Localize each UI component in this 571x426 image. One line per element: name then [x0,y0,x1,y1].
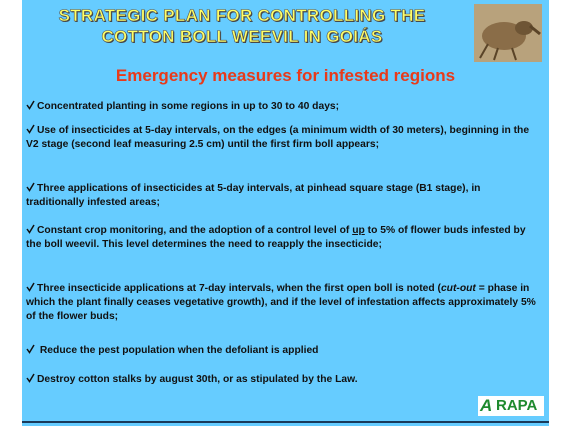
check-icon [26,100,35,110]
weevil-image [474,4,542,62]
logo: A RAPA [478,396,544,416]
bullet-text: Use of insecticides at 5-day intervals, … [26,125,529,150]
bullet-text: Reduce the pest population when the defo… [37,345,318,356]
logo-mark: A [480,396,492,416]
bullet: Destroy cotton stalks by august 30th, or… [26,373,538,387]
slide: STRATEGIC PLAN FOR CONTROLLING THE COTTO… [22,0,549,426]
bullet: Three insecticide applications at 7-day … [26,282,538,324]
bullet: Three applications of insecticides at 5-… [26,182,538,210]
check-icon [26,124,35,134]
check-icon [26,373,35,383]
title-line: STRATEGIC PLAN FOR CONTROLLING THE [22,6,462,26]
check-icon [26,282,35,292]
subtitle: Emergency measures for infested regions [22,66,549,86]
bullet: Reduce the pest population when the defo… [26,344,538,358]
logo-text: RAPA [496,397,537,414]
page: {"header": {"title_lines": ["STRATEGIC P… [0,0,571,426]
bullet: Use of insecticides at 5-day intervals, … [26,124,538,152]
bullet: Constant crop monitoring, and the adopti… [26,224,538,252]
bullet-text: Concentrated planting in some regions in… [37,101,339,112]
bullet-text: Three insecticide applications at 7-day … [37,283,441,294]
bullet-text: up [352,225,365,236]
bullet-text: Three applications of insecticides at 5-… [26,183,480,208]
bullet-text: cut-out [441,283,476,294]
check-icon [26,182,35,192]
bullet-text: Destroy cotton stalks by august 30th, or… [37,374,358,385]
bullet: Concentrated planting in some regions in… [26,100,538,114]
title-line: COTTON BOLL WEEVIL IN GOIÁS [22,27,462,47]
check-icon [26,224,35,234]
bullet-text: Constant crop monitoring, and the adopti… [37,225,352,236]
check-icon [26,344,35,354]
bottom-rule [22,421,549,423]
